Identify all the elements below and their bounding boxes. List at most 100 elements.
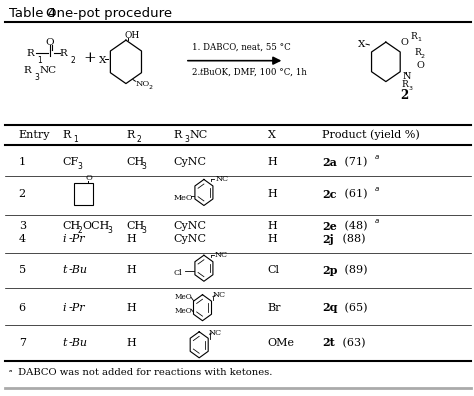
Text: H: H xyxy=(126,234,136,244)
Text: CF: CF xyxy=(62,157,78,167)
Text: NO: NO xyxy=(136,80,150,88)
Text: t: t xyxy=(62,265,67,275)
Text: i: i xyxy=(62,234,65,244)
Text: 1: 1 xyxy=(73,135,78,144)
Text: R: R xyxy=(411,32,418,41)
Text: CyNC: CyNC xyxy=(173,157,206,167)
Text: Br: Br xyxy=(268,303,281,313)
Text: Product (yield %): Product (yield %) xyxy=(322,129,420,140)
Text: R: R xyxy=(173,130,182,140)
Text: NC: NC xyxy=(190,130,208,140)
Text: NC: NC xyxy=(39,66,56,75)
Text: -Bu: -Bu xyxy=(68,338,87,348)
Text: 4: 4 xyxy=(18,234,26,244)
Text: -Bu: -Bu xyxy=(68,265,87,275)
Text: 2t: 2t xyxy=(322,337,335,348)
Text: -Pr: -Pr xyxy=(68,303,85,313)
Text: (48): (48) xyxy=(341,221,368,232)
Text: O: O xyxy=(85,174,92,182)
Text: NC: NC xyxy=(209,329,222,337)
Text: (63): (63) xyxy=(338,338,365,348)
Text: 2j: 2j xyxy=(322,234,334,245)
Text: One-pot procedure: One-pot procedure xyxy=(46,7,172,20)
Text: t: t xyxy=(199,68,203,77)
Text: H: H xyxy=(126,265,136,275)
Text: R: R xyxy=(62,130,70,140)
Text: 2: 2 xyxy=(149,85,153,90)
Text: 3: 3 xyxy=(34,72,39,82)
Text: a: a xyxy=(374,154,379,160)
Text: 2: 2 xyxy=(421,54,425,59)
Text: 1: 1 xyxy=(37,56,42,65)
Text: CH: CH xyxy=(126,157,144,167)
Text: 3: 3 xyxy=(408,86,412,91)
Text: 1: 1 xyxy=(18,157,26,167)
Text: CH: CH xyxy=(62,221,81,231)
Text: NC: NC xyxy=(213,291,226,299)
Text: H: H xyxy=(126,303,136,313)
Text: Entry: Entry xyxy=(18,130,50,140)
Text: 3: 3 xyxy=(184,135,189,144)
Text: DABCO was not added for reactions with ketones.: DABCO was not added for reactions with k… xyxy=(15,368,272,377)
Text: CH: CH xyxy=(126,221,144,231)
Text: H: H xyxy=(268,189,277,200)
Text: H: H xyxy=(126,338,136,348)
Text: BuOK, DMF, 100 °C, 1h: BuOK, DMF, 100 °C, 1h xyxy=(203,68,307,77)
Text: 2: 2 xyxy=(400,89,408,102)
Text: CyNC: CyNC xyxy=(173,221,206,231)
Text: (71): (71) xyxy=(341,157,368,167)
Text: 6: 6 xyxy=(18,303,26,313)
Text: 3: 3 xyxy=(141,226,146,235)
Text: 2: 2 xyxy=(71,56,75,65)
Text: MeO: MeO xyxy=(174,307,192,315)
Text: 2p: 2p xyxy=(322,265,337,276)
Text: NC: NC xyxy=(215,175,228,183)
Text: OMe: OMe xyxy=(268,338,295,348)
Text: 1: 1 xyxy=(418,37,421,42)
Text: 3: 3 xyxy=(108,226,112,235)
Text: 2e: 2e xyxy=(322,221,337,232)
Text: +: + xyxy=(83,51,96,65)
Text: a: a xyxy=(374,218,379,224)
Text: Table 4: Table 4 xyxy=(9,7,56,20)
Text: 2: 2 xyxy=(18,189,26,200)
Text: 3: 3 xyxy=(141,162,146,171)
Text: NC: NC xyxy=(215,251,228,259)
Text: 3: 3 xyxy=(18,221,26,231)
Text: 2.: 2. xyxy=(192,68,203,77)
Text: 2q: 2q xyxy=(322,302,337,313)
Text: R: R xyxy=(126,130,134,140)
Text: ᵃ: ᵃ xyxy=(9,368,12,377)
Text: (89): (89) xyxy=(341,265,368,275)
Text: t: t xyxy=(62,338,67,348)
Text: N: N xyxy=(402,72,411,81)
Text: 3: 3 xyxy=(77,162,82,171)
Text: -Pr: -Pr xyxy=(68,234,85,244)
Text: 2: 2 xyxy=(77,226,82,235)
Text: 1. DABCO, neat, 55 °C: 1. DABCO, neat, 55 °C xyxy=(192,43,291,52)
Text: 2: 2 xyxy=(137,135,142,144)
Text: 2a: 2a xyxy=(322,156,337,168)
Text: X: X xyxy=(99,56,106,65)
Text: X: X xyxy=(357,40,365,50)
Text: OCH: OCH xyxy=(82,221,109,231)
Text: CyNC: CyNC xyxy=(173,234,206,244)
Text: MeO: MeO xyxy=(174,293,192,301)
Text: (61): (61) xyxy=(341,189,368,200)
Text: R: R xyxy=(27,50,35,59)
Text: R: R xyxy=(401,80,408,89)
Text: MeO: MeO xyxy=(173,194,193,202)
Text: H: H xyxy=(268,234,277,244)
Text: 5: 5 xyxy=(18,265,26,275)
Text: (65): (65) xyxy=(341,303,368,313)
Text: 7: 7 xyxy=(18,338,26,348)
Text: OH: OH xyxy=(125,30,140,40)
Text: H: H xyxy=(268,157,277,167)
Bar xyxy=(74,183,93,206)
Text: O: O xyxy=(417,61,425,70)
Text: R: R xyxy=(60,50,67,59)
Text: O: O xyxy=(46,38,54,47)
Text: X: X xyxy=(268,130,275,140)
Text: H: H xyxy=(268,221,277,231)
Text: a: a xyxy=(374,187,379,192)
